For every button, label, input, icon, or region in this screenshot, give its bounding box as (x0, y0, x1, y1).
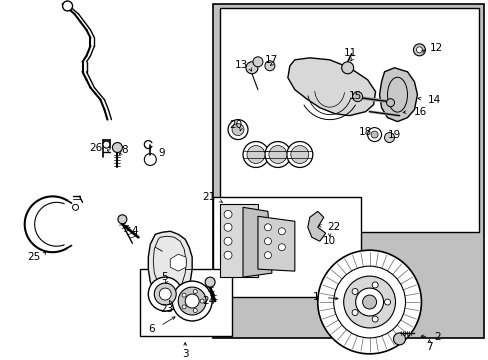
Circle shape (413, 44, 425, 56)
Circle shape (286, 141, 312, 167)
Circle shape (393, 333, 405, 345)
Circle shape (159, 288, 171, 300)
Text: 26: 26 (89, 143, 102, 153)
Circle shape (317, 250, 421, 354)
Circle shape (341, 62, 353, 74)
Polygon shape (220, 204, 258, 277)
Circle shape (232, 123, 244, 136)
Circle shape (72, 204, 79, 210)
Circle shape (224, 223, 232, 231)
Circle shape (193, 309, 197, 312)
Text: 2: 2 (433, 332, 440, 342)
Text: 17: 17 (264, 55, 277, 65)
Circle shape (224, 251, 232, 259)
Text: 21: 21 (202, 192, 215, 202)
Polygon shape (148, 231, 192, 299)
Circle shape (103, 141, 110, 148)
Text: 13: 13 (234, 60, 247, 70)
Bar (213, 4, 483, 338)
Bar (213, 197, 360, 297)
Bar (140, 269, 232, 336)
Circle shape (118, 215, 126, 224)
Circle shape (370, 131, 377, 138)
Circle shape (182, 305, 186, 309)
Circle shape (178, 287, 206, 315)
Circle shape (333, 266, 405, 338)
Circle shape (62, 1, 72, 11)
Circle shape (416, 47, 422, 53)
Circle shape (252, 57, 263, 67)
Circle shape (246, 145, 264, 163)
Circle shape (343, 276, 395, 328)
Text: 24: 24 (202, 296, 215, 306)
Text: 3: 3 (182, 349, 188, 359)
Text: 4: 4 (131, 226, 138, 236)
Circle shape (386, 99, 394, 107)
Polygon shape (287, 58, 375, 116)
Text: 14: 14 (427, 95, 440, 105)
Polygon shape (379, 68, 417, 122)
Circle shape (154, 283, 176, 305)
Circle shape (371, 316, 377, 322)
Polygon shape (258, 216, 294, 271)
Circle shape (224, 237, 232, 245)
Circle shape (278, 244, 285, 251)
Circle shape (351, 310, 357, 316)
Polygon shape (243, 207, 271, 277)
Circle shape (384, 132, 394, 143)
Circle shape (204, 277, 215, 287)
Text: 12: 12 (428, 43, 442, 53)
Circle shape (172, 281, 212, 321)
Text: 6: 6 (148, 324, 155, 334)
Circle shape (227, 120, 247, 140)
Text: 22: 22 (327, 222, 340, 232)
Circle shape (245, 62, 258, 74)
Text: 11: 11 (343, 48, 356, 58)
Circle shape (352, 92, 362, 102)
Circle shape (182, 293, 186, 297)
Circle shape (112, 143, 122, 153)
Circle shape (148, 277, 182, 311)
Circle shape (144, 153, 156, 166)
Text: 1: 1 (312, 292, 319, 302)
Circle shape (243, 141, 268, 167)
Circle shape (200, 299, 203, 303)
Polygon shape (170, 254, 186, 271)
Circle shape (264, 252, 271, 259)
Circle shape (193, 289, 197, 293)
Polygon shape (307, 211, 325, 241)
Circle shape (278, 228, 285, 235)
Text: 23: 23 (160, 304, 173, 314)
Text: 16: 16 (413, 107, 426, 117)
Circle shape (185, 294, 199, 308)
Circle shape (367, 127, 381, 141)
Circle shape (290, 145, 308, 163)
Bar (220, 8, 478, 232)
Text: 19: 19 (387, 130, 400, 140)
Circle shape (384, 299, 390, 305)
Circle shape (268, 145, 286, 163)
Circle shape (264, 238, 271, 245)
Text: 25: 25 (27, 252, 41, 262)
Circle shape (355, 288, 383, 316)
Text: 5: 5 (162, 272, 168, 282)
Text: 8: 8 (122, 144, 128, 154)
Text: 20: 20 (228, 120, 242, 130)
Text: 10: 10 (323, 236, 336, 246)
Circle shape (351, 288, 357, 294)
Text: 7: 7 (425, 342, 432, 352)
Circle shape (362, 295, 376, 309)
Circle shape (264, 141, 290, 167)
Circle shape (264, 224, 271, 231)
Text: 18: 18 (358, 127, 371, 136)
Text: 15: 15 (347, 91, 361, 101)
Text: 9: 9 (158, 148, 164, 158)
Circle shape (264, 61, 274, 71)
Circle shape (224, 210, 232, 218)
Circle shape (371, 282, 377, 288)
